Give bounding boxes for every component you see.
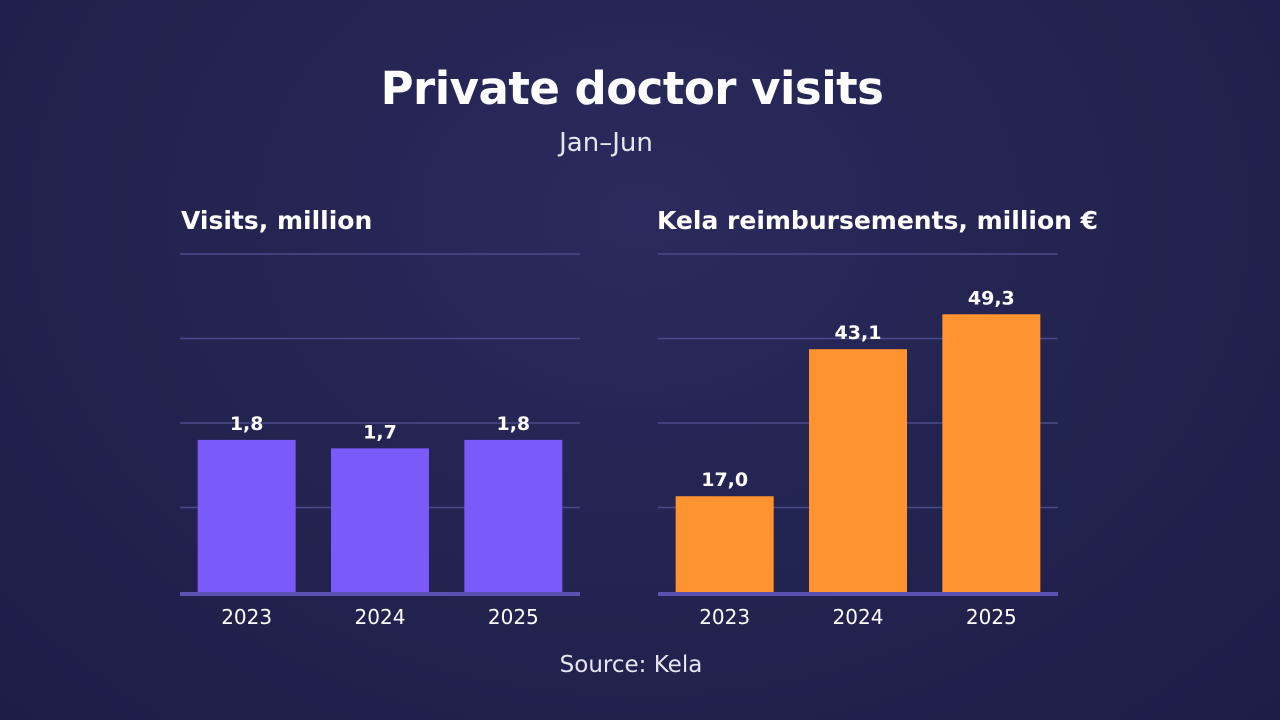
visits-value-label-2024: 1,7 bbox=[363, 421, 397, 443]
reimbursements-bar-2024 bbox=[809, 349, 907, 592]
visits-tick-label-2025: 2025 bbox=[488, 605, 539, 629]
visits-bar-2024 bbox=[331, 448, 429, 592]
right-panel-title: Kela reimbursements, million € bbox=[657, 206, 1099, 235]
left-panel-title: Visits, million bbox=[181, 206, 373, 235]
visits-value-label-2025: 1,8 bbox=[496, 413, 530, 435]
reimbursements-value-label-2025: 49,3 bbox=[968, 287, 1015, 309]
chart-title: Private doctor visits bbox=[380, 62, 884, 115]
visits-tick-label-2024: 2024 bbox=[355, 605, 406, 629]
reimbursements-tick-label-2025: 2025 bbox=[966, 605, 1017, 629]
reimbursements-chart: 17,0 2023 43,1 2024 49,3 2025 bbox=[658, 253, 1058, 629]
reimbursements-tick-label-2023: 2023 bbox=[699, 605, 750, 629]
visits-chart: 1,8 2023 1,7 2024 1,8 2025 bbox=[180, 253, 580, 629]
source-note: Source: Kela bbox=[559, 652, 703, 678]
reimbursements-value-label-2023: 17,0 bbox=[701, 469, 748, 491]
reimbursements-bar-2023 bbox=[675, 496, 774, 592]
visits-value-label-2023: 1,8 bbox=[230, 413, 264, 435]
visits-bar-2025 bbox=[464, 439, 563, 592]
visits-bar-2023 bbox=[197, 439, 296, 592]
reimbursements-tick-label-2024: 2024 bbox=[833, 605, 884, 629]
reimbursements-bar-2025 bbox=[942, 314, 1041, 592]
reimbursements-value-label-2024: 43,1 bbox=[835, 322, 882, 344]
chart-subtitle: Jan–Jun bbox=[559, 128, 653, 158]
visits-tick-label-2023: 2023 bbox=[221, 605, 272, 629]
